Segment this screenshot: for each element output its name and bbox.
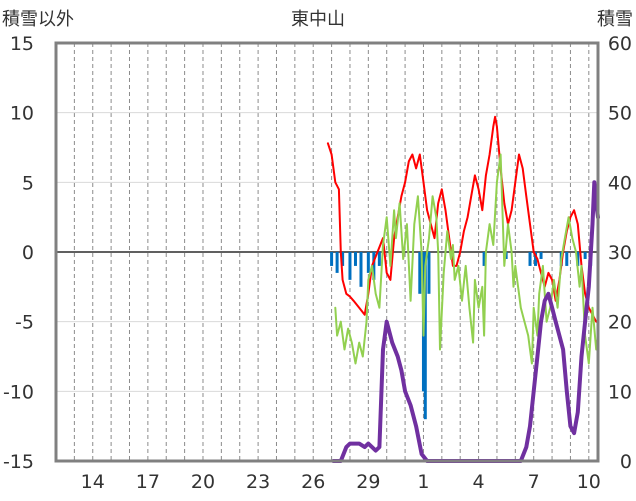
x-tick-label: 4 — [473, 471, 485, 493]
precipitation-bar — [372, 252, 376, 280]
x-tick-label: 29 — [356, 471, 380, 493]
precipitation-bar — [482, 252, 486, 266]
precipitation-bar — [418, 252, 422, 294]
left-tick-label: -10 — [3, 381, 34, 403]
precipitation-bar — [377, 252, 381, 266]
x-tick-label: 17 — [136, 471, 160, 493]
chart-title: 東中山 — [291, 9, 345, 30]
x-tick-label: 1 — [417, 471, 429, 493]
left-tick-label: 10 — [10, 103, 34, 125]
left-tick-label: -15 — [3, 451, 34, 473]
right-tick-label: 10 — [608, 381, 632, 403]
right-tick-label: 20 — [608, 312, 632, 334]
x-tick-label: 14 — [81, 471, 105, 493]
plot-frame — [54, 41, 600, 463]
x-axis-ticks: 14 17 20 23 26 29 1 4 7 10 — [81, 471, 601, 493]
precipitation-bar — [423, 252, 427, 420]
right-axis-ticks: 60 50 40 30 20 10 0 — [608, 33, 632, 473]
right-tick-label: 40 — [608, 172, 632, 194]
right-axis-label: 積雪 — [597, 9, 633, 30]
precipitation-bar — [353, 252, 357, 266]
precipitation-bar — [583, 252, 587, 259]
precipitation-bar — [335, 252, 339, 273]
x-tick-label: 26 — [301, 471, 325, 493]
precipitation-bar — [366, 252, 370, 273]
precipitation-bar — [576, 252, 580, 266]
right-tick-label: 0 — [620, 451, 632, 473]
precipitation-bar — [359, 252, 363, 287]
x-tick-label: 23 — [246, 471, 270, 493]
precipitation-bar — [534, 252, 538, 266]
right-tick-label: 50 — [608, 103, 632, 125]
precipitation-bar — [330, 252, 334, 266]
precipitation-bar — [565, 252, 569, 266]
right-tick-label: 60 — [608, 33, 632, 55]
left-tick-label: 5 — [22, 172, 34, 194]
left-tick-label: -5 — [15, 312, 34, 334]
precipitation-bar — [348, 252, 352, 280]
series-lines — [326, 115, 600, 463]
precipitation-bar — [539, 252, 543, 259]
precipitation-bar — [341, 252, 345, 266]
x-tick-label: 20 — [191, 471, 215, 493]
precipitation-bar — [528, 252, 532, 266]
x-tick-label: 7 — [528, 471, 540, 493]
series-line-3 — [331, 180, 600, 463]
series-line-1 — [326, 115, 598, 323]
right-tick-label: 30 — [608, 242, 632, 264]
left-axis-ticks: 15 10 5 0 -5 -10 -15 — [3, 33, 34, 473]
x-tick-label: 10 — [577, 471, 601, 493]
left-tick-label: 0 — [22, 242, 34, 264]
left-tick-label: 15 — [10, 33, 34, 55]
precipitation-bar — [427, 252, 431, 294]
left-axis-label: 積雪以外 — [2, 9, 74, 30]
